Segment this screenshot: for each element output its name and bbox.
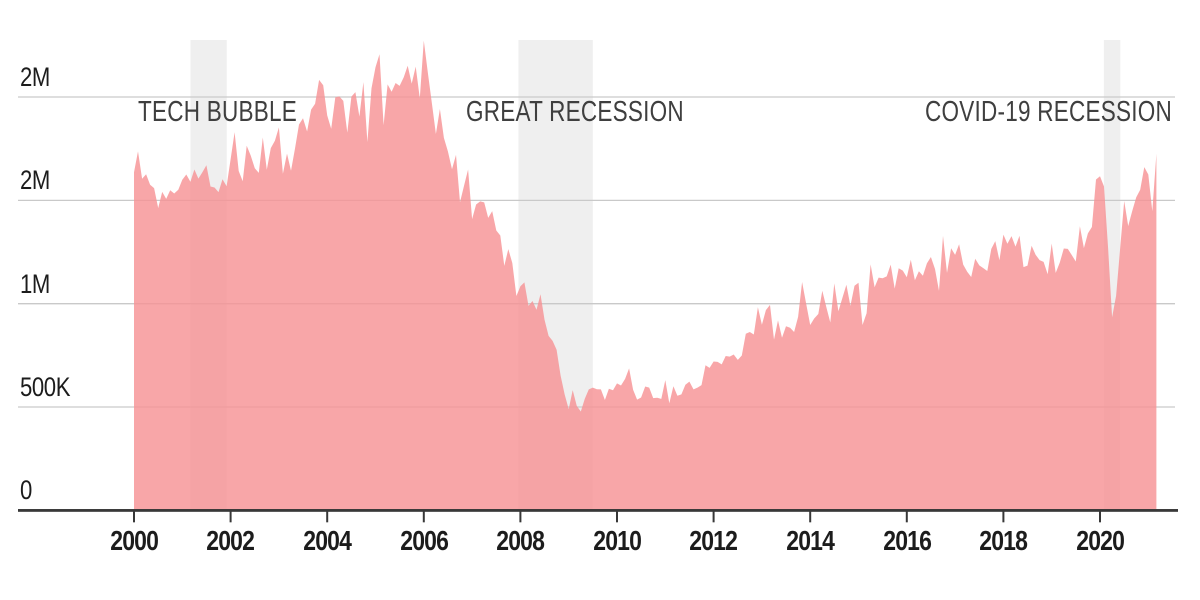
x-axis-tick-label: 2000 (64, 526, 204, 556)
x-axis-tick-label-text: 2010 (593, 525, 642, 556)
x-axis-tick-label-text: 2008 (496, 525, 545, 556)
x-axis-tick-label-text: 2012 (689, 525, 739, 556)
annotation-covid-19-recession: COVID-19 RECESSION (925, 96, 1172, 128)
annotation-great-recession: GREAT RECESSION (466, 96, 684, 128)
x-axis-tick-label: 2006 (354, 526, 494, 556)
x-axis-tick-label: 2014 (740, 526, 880, 556)
x-axis-tick-label: 2020 (1030, 526, 1170, 556)
x-axis-tick-label: 2010 (547, 526, 687, 556)
x-axis-tick-label-text: 2020 (1076, 525, 1125, 556)
x-axis-tick-label-text: 2002 (206, 525, 256, 556)
annotation-tech-bubble: TECH BUBBLE (138, 96, 298, 128)
y-axis-tick-label: 2M (20, 62, 50, 92)
x-axis-line (18, 509, 1178, 512)
y-axis-tick-label: 1M (20, 268, 50, 299)
x-axis-tick-label-text: 2006 (399, 525, 449, 556)
x-axis-tick-label: 2004 (257, 526, 397, 556)
y-axis-tick-label: 500K (20, 372, 71, 402)
x-axis-tick-label-text: 2014 (786, 525, 835, 556)
x-axis-tick-label-text: 2016 (882, 525, 932, 556)
area-series (134, 40, 1157, 511)
x-axis-tick-label: 2016 (837, 526, 977, 556)
x-axis-tick-label: 2018 (933, 526, 1073, 556)
y-axis-tick-label: 0 (20, 475, 32, 506)
x-axis-tick-label: 2008 (450, 526, 590, 556)
x-axis-tick-label: 2012 (644, 526, 784, 556)
y-axis-tick-label: 2M (20, 165, 50, 196)
x-axis-tick-label-text: 2000 (110, 525, 159, 556)
x-axis-tick-label-text: 2018 (979, 525, 1028, 556)
x-axis-tick-label: 2002 (161, 526, 301, 556)
x-axis-tick-label-text: 2004 (303, 525, 352, 556)
